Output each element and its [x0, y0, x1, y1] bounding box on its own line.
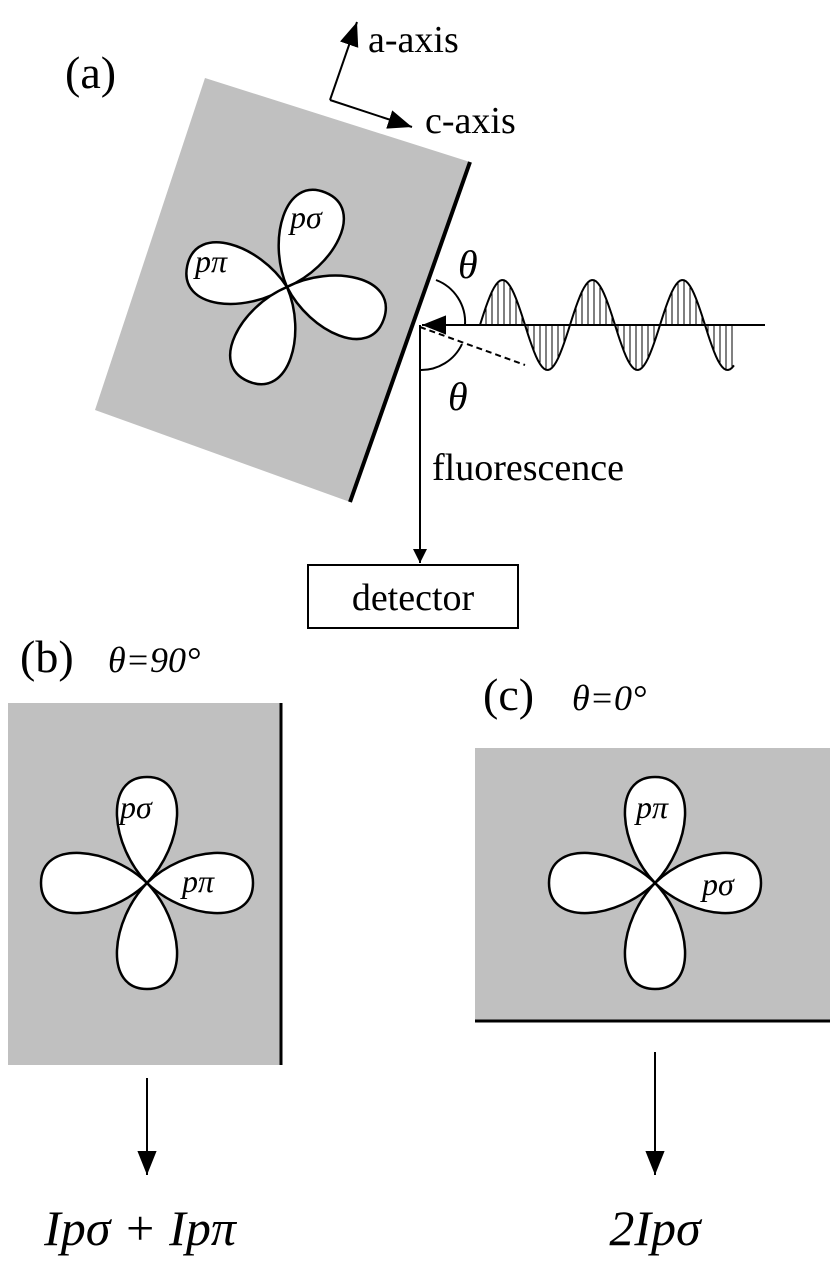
orbital-label: pπ [180, 863, 215, 899]
orbital-lobe [228, 285, 297, 386]
polarization-line [419, 326, 526, 366]
axis-label: c-axis [425, 100, 516, 142]
orbital-lobe [623, 881, 687, 991]
wave [479, 278, 735, 372]
orbital-lobe [623, 775, 687, 885]
angle-label: θ [458, 242, 478, 287]
c-axis-arrow [329, 99, 413, 129]
axis-label: a-axis [368, 19, 459, 61]
orbital-label: pσ [118, 789, 153, 825]
intensity-label: Ipσ + Ipπ [43, 1200, 238, 1256]
panel-label: (a) [65, 47, 116, 98]
orbital-lobe [145, 851, 255, 915]
orbital-lobe [39, 851, 149, 915]
orbital-lobe [115, 775, 179, 885]
surface-a [348, 161, 472, 503]
orbital-lobe [285, 274, 388, 341]
angle-arc [435, 279, 467, 326]
condition-label: θ=90° [108, 640, 200, 680]
fluorescence-label: fluorescence [432, 447, 624, 489]
angle-arc [419, 343, 463, 372]
intensity-label: 2Ipσ [609, 1200, 703, 1256]
orbital-lobe [277, 188, 346, 289]
orbital-label: pσ [700, 866, 735, 902]
panel-label: (c) [483, 669, 534, 720]
orbital-lobe [547, 851, 657, 915]
orbital-label: pπ [634, 789, 669, 825]
orbital-lobe [115, 881, 179, 991]
orbital-label: pπ [193, 243, 228, 279]
panel-label: (b) [20, 631, 74, 682]
detector-box [307, 564, 519, 629]
a-axis-arrow [329, 21, 359, 101]
condition-label: θ=0° [572, 678, 646, 718]
angle-label: θ [448, 374, 468, 419]
orbital-lobe [185, 241, 289, 306]
detector-label: detector [352, 577, 475, 619]
orbital-lobe [653, 851, 763, 915]
orbital-label: pσ [288, 199, 323, 235]
